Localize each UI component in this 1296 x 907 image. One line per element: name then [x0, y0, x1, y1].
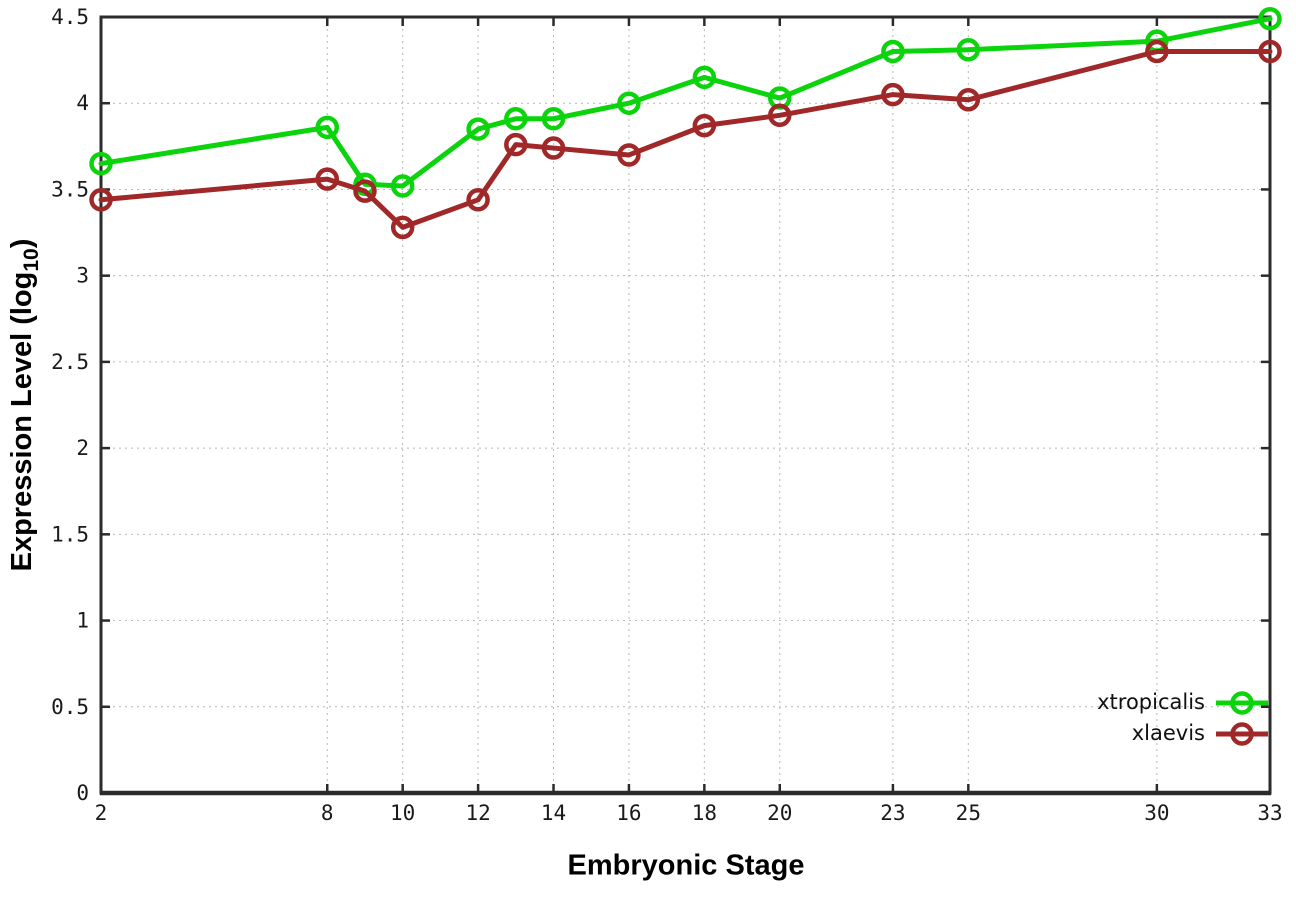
- data-point-xlaevis: [1258, 39, 1282, 64]
- data-point-xlaevis: [390, 215, 415, 240]
- x-tick-label: 25: [956, 801, 981, 825]
- data-point-xtropicalis: [617, 91, 641, 115]
- y-tick-label: 2: [76, 436, 89, 460]
- y-tick-label: 0: [76, 781, 89, 805]
- y-tick-label: 4.5: [51, 5, 89, 29]
- data-point-xtropicalis: [504, 106, 528, 131]
- x-tick-label: 14: [541, 801, 566, 825]
- data-point-xtropicalis: [315, 115, 340, 140]
- data-point-xlaevis: [1145, 39, 1169, 64]
- legend-sample-xtropicalis-icon: [1216, 690, 1268, 715]
- x-tick-label: 16: [616, 801, 641, 825]
- data-point-xlaevis: [89, 188, 113, 212]
- data-point-xlaevis: [617, 143, 641, 167]
- x-tick-label: 33: [1257, 801, 1282, 825]
- legend-item-xtropicalis: xtropicalis: [1097, 687, 1270, 718]
- x-tick-label: 2: [95, 801, 108, 825]
- data-point-xlaevis: [504, 132, 528, 157]
- x-tick-label: 30: [1144, 801, 1169, 825]
- data-point-xtropicalis: [390, 174, 415, 198]
- y-tick-label: 4: [76, 91, 89, 115]
- x-tick-label: 10: [390, 801, 415, 825]
- x-tick-label: 20: [767, 801, 792, 825]
- data-point-xlaevis: [466, 188, 490, 212]
- y-axis-title: Expression Level (log10): [6, 239, 44, 572]
- series-line-xlaevis: [98, 48, 1273, 230]
- data-point-xlaevis: [315, 167, 340, 191]
- y-tick-label: 0.5: [51, 695, 89, 719]
- x-tick-label: 12: [465, 801, 490, 825]
- data-point-xtropicalis: [692, 65, 717, 90]
- legend-label-xtropicalis: xtropicalis: [1097, 690, 1205, 714]
- y-tick-label: 2.5: [51, 350, 89, 374]
- data-point-xtropicalis: [1258, 6, 1282, 31]
- data-point-xlaevis: [692, 113, 717, 138]
- x-axis-title: Embryonic Stage: [567, 849, 805, 882]
- y-tick-label: 3: [76, 264, 89, 288]
- data-point-xlaevis: [956, 88, 981, 112]
- series-line-xtropicalis: [98, 16, 1273, 189]
- legend: xtropicalis xlaevis: [1097, 687, 1270, 749]
- data-point-xtropicalis: [89, 151, 113, 176]
- legend-sample-xlaevis-icon: [1216, 721, 1268, 746]
- x-tick-label: 23: [880, 801, 905, 825]
- data-point-xtropicalis: [466, 117, 490, 141]
- y-tick-label: 1: [76, 609, 89, 633]
- data-point-xtropicalis: [956, 38, 981, 62]
- data-point-xtropicalis: [881, 39, 905, 64]
- legend-label-xlaevis: xlaevis: [1131, 721, 1205, 745]
- y-axis-title-text: Expression Level (log: [6, 271, 39, 572]
- legend-item-xlaevis: xlaevis: [1097, 718, 1270, 749]
- y-axis-title-close-paren: ): [6, 238, 39, 249]
- data-point-xlaevis: [881, 82, 905, 107]
- y-axis-title-subscript: 10: [19, 248, 43, 272]
- x-tick-label: 8: [321, 801, 334, 825]
- y-tick-label: 3.5: [51, 177, 89, 201]
- data-point-xtropicalis: [541, 106, 566, 131]
- x-tick-label: 18: [692, 801, 717, 825]
- data-point-xlaevis: [768, 103, 792, 128]
- data-point-xlaevis: [541, 136, 566, 160]
- data-point-xlaevis: [353, 179, 377, 203]
- y-tick-label: 1.5: [51, 522, 89, 546]
